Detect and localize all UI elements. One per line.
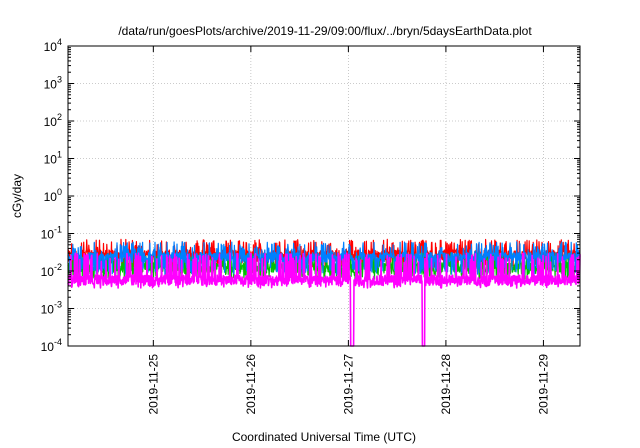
y-tick-label: 104 — [44, 37, 62, 54]
y-tick-label: 100 — [44, 187, 62, 204]
y-axis-label: cGy/day — [10, 174, 24, 218]
series-layer — [67, 238, 581, 347]
x-tick-label: 2019-11-26 — [244, 354, 258, 415]
grid-lines — [68, 46, 580, 346]
y-tick-label: 10-1 — [41, 225, 62, 242]
y-tick-label: 10-4 — [41, 337, 62, 354]
x-axis-ticks: 2019-11-25 2019-11-26 2019-11-27 2019-11-28… — [146, 46, 550, 415]
series-line — [67, 252, 581, 347]
y-tick-label: 10-3 — [41, 300, 62, 317]
y-tick-label: 101 — [44, 150, 62, 167]
series-line — [67, 241, 581, 276]
y-axis-ticks: 10-4 10-3 10-2 10-1 100 101 102 103 104 — [41, 37, 580, 354]
y-tick-label: 102 — [44, 112, 62, 129]
chart-title: /data/run/goesPlots/archive/2019-11-29/0… — [118, 24, 532, 38]
x-tick-label: 2019-11-28 — [439, 354, 453, 415]
y-tick-label: 103 — [44, 75, 62, 92]
x-axis-label: Coordinated Universal Time (UTC) — [232, 430, 416, 444]
x-tick-label: 2019-11-27 — [341, 354, 355, 415]
x-tick-label: 2019-11-25 — [146, 354, 160, 415]
y-tick-label: 10-2 — [41, 262, 62, 279]
x-tick-label: 2019-11-29 — [536, 354, 550, 415]
